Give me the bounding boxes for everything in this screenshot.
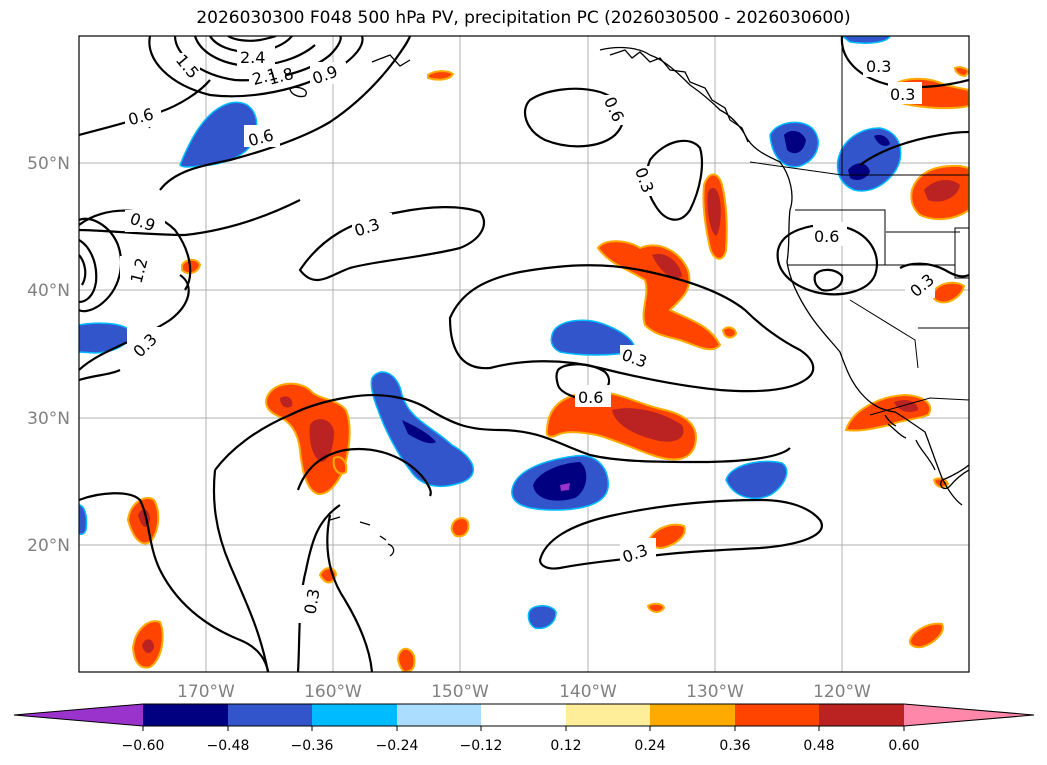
- colorbar-tick-6: 0.12: [550, 738, 581, 754]
- lat-label-40n: 40°N: [27, 281, 70, 301]
- contour-label-0-3-canada-2: 0.3: [890, 85, 915, 104]
- colorbar-tick-7: 0.24: [634, 738, 665, 754]
- lon-label-170w: 170°W: [177, 682, 235, 702]
- colorbar-bin-5: [481, 704, 566, 726]
- contour-label-0-3-canada: 0.3: [866, 57, 891, 76]
- colorbar-extend-low: [14, 704, 143, 726]
- lat-label-30n: 30°N: [27, 409, 70, 429]
- lon-label-140w: 140°W: [559, 682, 617, 702]
- lon-label-150w: 150°W: [431, 682, 489, 702]
- political-borders: [749, 36, 969, 416]
- colorbar-tick-10: 0.60: [888, 738, 919, 754]
- latitude-labels: 50°N 40°N 30°N 20°N: [27, 154, 70, 556]
- lon-label-160w: 160°W: [304, 682, 362, 702]
- colorbar-tick-5: −0.12: [460, 738, 503, 754]
- colorbar-bin-2: [228, 704, 312, 726]
- colorbar-extend-high: [904, 704, 1034, 726]
- contour-label-0-6-subtropical: 0.6: [578, 388, 603, 407]
- colorbar-tick-1: −0.60: [122, 738, 165, 754]
- map-panel: 2.4 2.1 1.8 1.5 1.2 0.9 0.9 0.6 0.6 0.6 …: [79, 36, 969, 672]
- colorbar-bin-6: [566, 704, 650, 726]
- map-frame: [78, 35, 970, 673]
- contour-label-0-3-hawaii: 0.3: [300, 587, 323, 615]
- lon-label-120w: 120°W: [813, 682, 871, 702]
- colorbar-tick-2: −0.48: [207, 738, 250, 754]
- colorbar-tick-9: 0.48: [803, 738, 834, 754]
- colorbar-bin-8: [735, 704, 819, 726]
- colorbar-bin-9: [819, 704, 904, 726]
- contour-labels: 2.4 2.1 1.8 1.5 1.2 0.9 0.9 0.6 0.6 0.6 …: [120, 45, 938, 623]
- longitude-labels: 170°W 160°W 150°W 140°W 130°W 120°W: [177, 682, 871, 702]
- colorbar-bin-4: [397, 704, 481, 726]
- lat-label-20n: 20°N: [27, 536, 70, 556]
- lat-label-50n: 50°N: [27, 154, 70, 174]
- contour-label-0-6-nevada: 0.6: [814, 227, 839, 246]
- coastlines: [129, 46, 969, 557]
- colorbar-bin-1: [143, 704, 228, 726]
- lon-label-130w: 130°W: [686, 682, 744, 702]
- figure-title: 2026030300 F048 500 hPa PV, precipitatio…: [196, 8, 851, 28]
- colorbar-bin-7: [650, 704, 735, 726]
- colorbar-tick-8: 0.36: [719, 738, 750, 754]
- colorbar-tick-4: −0.24: [376, 738, 419, 754]
- colorbar-bin-3: [312, 704, 397, 726]
- contour-label-2-4: 2.4: [240, 48, 265, 67]
- colorbar: −0.60 −0.48 −0.36 −0.24 −0.12 0.12 0.24 …: [13, 703, 1035, 754]
- colorbar-tick-3: −0.36: [291, 738, 334, 754]
